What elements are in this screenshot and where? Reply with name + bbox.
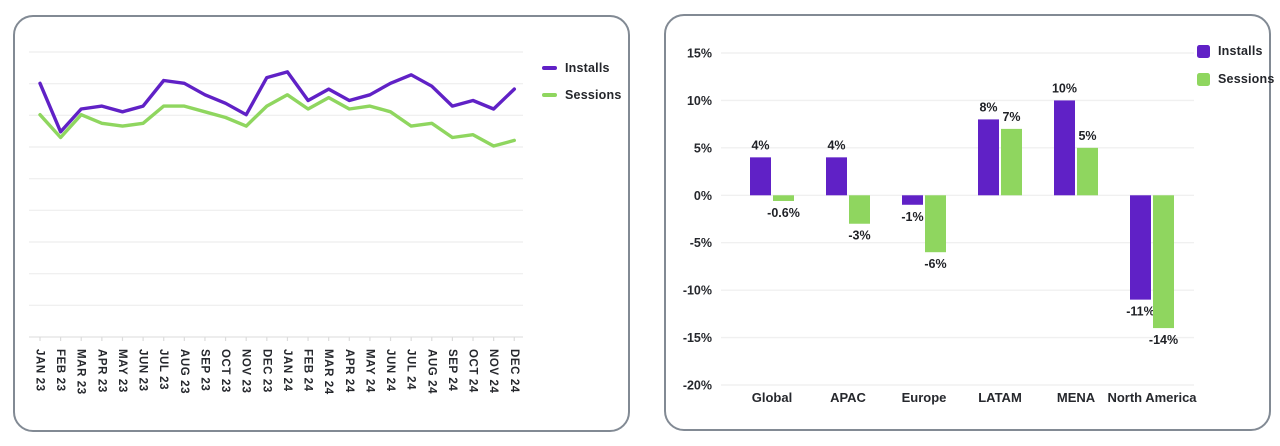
legend-item-installs[interactable]: Installs [1197,44,1275,58]
svg-text:MAY 24: MAY 24 [363,349,375,393]
svg-text:10%: 10% [687,94,712,108]
svg-text:DEC 24: DEC 24 [508,349,520,393]
svg-text:-11%: -11% [1126,305,1155,319]
svg-text:MAR 23: MAR 23 [75,349,87,395]
svg-text:0%: 0% [694,189,712,203]
sessions-bar-swatch-icon [1197,72,1210,86]
svg-text:4%: 4% [751,138,769,152]
svg-text:SEP 23: SEP 23 [198,349,210,391]
svg-text:APAC: APAC [830,390,866,405]
bar-chart-legend: Installs Sessions [1197,44,1275,86]
svg-text:5%: 5% [1078,129,1096,143]
svg-text:-20%: -20% [683,379,712,393]
installs-sessions-line-chart: JAN 23 FEB 23 MAR 23 APR 23 MAY 23 JUN 23 JUL … [29,51,523,395]
svg-text:JAN 23: JAN 23 [34,349,46,392]
sessions-line-swatch-icon [542,93,557,97]
svg-text:10%: 10% [1052,81,1077,95]
legend-label-installs: Installs [565,61,610,75]
svg-text:OCT 24: OCT 24 [467,349,479,393]
svg-text:JUL 23: JUL 23 [157,349,169,390]
svg-text:FEB 24: FEB 24 [302,349,314,392]
svg-text:MENA: MENA [1057,390,1096,405]
svg-text:OCT 23: OCT 23 [219,349,231,393]
svg-text:7%: 7% [1002,110,1020,124]
line-chart-card: JAN 23 FEB 23 MAR 23 APR 23 MAY 23 JUN 23 JUL … [13,15,630,432]
svg-text:MAR 24: MAR 24 [322,349,334,395]
svg-text:-1%: -1% [901,210,923,224]
svg-text:APR 23: APR 23 [95,349,107,393]
svg-text:Europe: Europe [902,390,947,405]
svg-text:North America: North America [1107,390,1197,405]
svg-text:FEB 23: FEB 23 [54,349,66,392]
bar-chart-card: 15% 10% 5% 0% -5% -10% -15% -20% Global 4% -0.6% AP… [664,14,1274,431]
svg-text:4%: 4% [827,138,845,152]
svg-text:JUL 24: JUL 24 [405,349,417,390]
svg-text:15%: 15% [687,47,712,61]
svg-text:AUG 23: AUG 23 [178,349,190,394]
svg-text:APR 24: APR 24 [343,349,355,393]
svg-text:MAY 23: MAY 23 [116,349,128,393]
svg-text:-6%: -6% [924,257,946,271]
legend-label-sessions: Sessions [1218,72,1275,86]
legend-item-installs[interactable]: Installs [542,61,622,75]
svg-text:Global: Global [752,390,792,405]
svg-text:JAN 24: JAN 24 [281,349,293,392]
svg-text:JUN 24: JUN 24 [384,349,396,392]
svg-text:DEC 23: DEC 23 [260,349,272,393]
line-chart-legend: Installs Sessions [542,61,622,102]
svg-text:-0.6%: -0.6% [767,206,800,220]
legend-item-sessions[interactable]: Sessions [1197,72,1275,86]
svg-text:5%: 5% [694,141,712,155]
svg-text:8%: 8% [979,100,997,114]
svg-text:NOV 23: NOV 23 [240,349,252,394]
svg-text:-14%: -14% [1149,333,1178,347]
svg-text:-15%: -15% [683,331,712,345]
svg-text:-5%: -5% [690,236,712,250]
legend-label-installs: Installs [1218,44,1263,58]
svg-text:NOV 24: NOV 24 [487,349,499,394]
legend-item-sessions[interactable]: Sessions [542,88,622,102]
svg-text:SEP 24: SEP 24 [446,349,458,391]
svg-text:LATAM: LATAM [978,390,1022,405]
svg-text:JUN 23: JUN 23 [137,349,149,392]
installs-bar-swatch-icon [1197,44,1210,58]
installs-line-swatch-icon [542,66,557,70]
legend-label-sessions: Sessions [565,88,622,102]
svg-text:-3%: -3% [848,229,870,243]
svg-text:-10%: -10% [683,284,712,298]
regional-change-bar-chart: 15% 10% 5% 0% -5% -10% -15% -20% Global 4% -0.6% AP… [683,47,1197,406]
svg-text:AUG 24: AUG 24 [425,349,437,394]
